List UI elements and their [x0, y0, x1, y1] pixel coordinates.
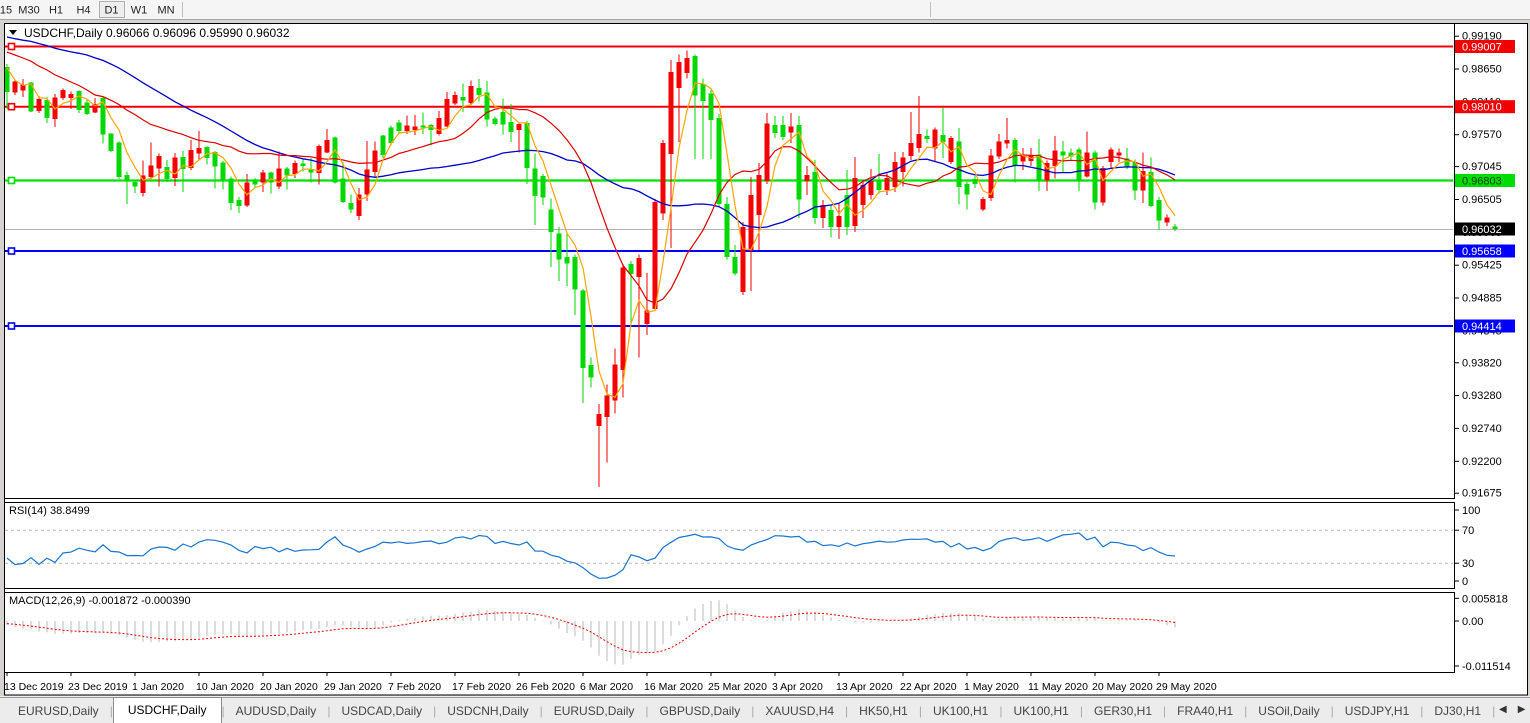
svg-text:25 Mar 2020: 25 Mar 2020 [708, 681, 767, 693]
svg-text:0.97570: 0.97570 [1462, 129, 1502, 141]
svg-text:20 Jan 2020: 20 Jan 2020 [260, 681, 318, 693]
svg-text:MN: MN [157, 5, 174, 17]
svg-text:0.91675: 0.91675 [1462, 488, 1502, 500]
svg-text:26 Feb 2020: 26 Feb 2020 [516, 681, 575, 693]
svg-text:0.96505: 0.96505 [1462, 194, 1502, 206]
svg-text:10 Jan 2020: 10 Jan 2020 [196, 681, 254, 693]
svg-text:-0.011514: -0.011514 [1462, 661, 1511, 673]
svg-text:29 Jan 2020: 29 Jan 2020 [324, 681, 382, 693]
svg-text:70: 70 [1462, 525, 1474, 537]
svg-text:3 Apr 2020: 3 Apr 2020 [772, 681, 823, 693]
svg-text:0.95658: 0.95658 [1462, 246, 1502, 258]
svg-text:0.92200: 0.92200 [1462, 456, 1502, 468]
svg-text:0.93280: 0.93280 [1462, 390, 1502, 402]
svg-text:0.99007: 0.99007 [1462, 42, 1502, 54]
svg-text:0.99190: 0.99190 [1462, 31, 1502, 43]
svg-text:0.94414: 0.94414 [1462, 321, 1502, 333]
svg-text:1 Jan 2020: 1 Jan 2020 [132, 681, 184, 693]
svg-text:20 May 2020: 20 May 2020 [1092, 681, 1153, 693]
svg-text:1 May 2020: 1 May 2020 [964, 681, 1019, 693]
svg-text:11 May 2020: 11 May 2020 [1028, 681, 1088, 693]
svg-text:H4: H4 [76, 5, 90, 17]
svg-text:0.95425: 0.95425 [1462, 260, 1502, 272]
svg-text:USDCHF,Daily 0.96066 0.96096: USDCHF,Daily 0.96066 0.96096 0.95990 0.9… [24, 26, 290, 40]
svg-text:D1: D1 [104, 5, 118, 17]
svg-text:RSI(14) 38.8499: RSI(14) 38.8499 [9, 505, 90, 517]
svg-text:0.93820: 0.93820 [1462, 357, 1502, 369]
svg-text:16 Mar 2020: 16 Mar 2020 [644, 681, 703, 693]
svg-text:0.98010: 0.98010 [1462, 102, 1502, 114]
svg-text:23 Dec 2019: 23 Dec 2019 [68, 681, 128, 693]
svg-text:13 Dec 2019: 13 Dec 2019 [4, 681, 64, 693]
svg-text:W1: W1 [131, 5, 148, 17]
svg-text:0.97045: 0.97045 [1462, 161, 1502, 173]
svg-text:17 Feb 2020: 17 Feb 2020 [452, 681, 511, 693]
svg-text:0.96803: 0.96803 [1462, 176, 1502, 188]
svg-text:30: 30 [1462, 558, 1474, 570]
svg-text:MACD(12,26,9) -0.001872 -0.000: MACD(12,26,9) -0.001872 -0.000390 [9, 595, 191, 607]
svg-text:0.94885: 0.94885 [1462, 293, 1502, 305]
svg-text:0.96032: 0.96032 [1462, 224, 1502, 236]
svg-text:100: 100 [1462, 505, 1480, 517]
svg-text:0.00: 0.00 [1462, 616, 1483, 628]
svg-text:15: 15 [0, 5, 12, 17]
svg-text:22 Apr 2020: 22 Apr 2020 [900, 681, 957, 693]
svg-text:0: 0 [1462, 576, 1468, 588]
svg-text:0.005818: 0.005818 [1462, 593, 1508, 605]
svg-text:6 Mar 2020: 6 Mar 2020 [580, 681, 633, 693]
svg-text:13 Apr 2020: 13 Apr 2020 [836, 681, 893, 693]
svg-text:0.92740: 0.92740 [1462, 423, 1502, 435]
svg-text:7 Feb 2020: 7 Feb 2020 [388, 681, 441, 693]
svg-text:H1: H1 [49, 5, 63, 17]
svg-text:M30: M30 [18, 5, 39, 17]
svg-text:0.98650: 0.98650 [1462, 64, 1502, 76]
svg-text:29 May 2020: 29 May 2020 [1156, 681, 1217, 693]
